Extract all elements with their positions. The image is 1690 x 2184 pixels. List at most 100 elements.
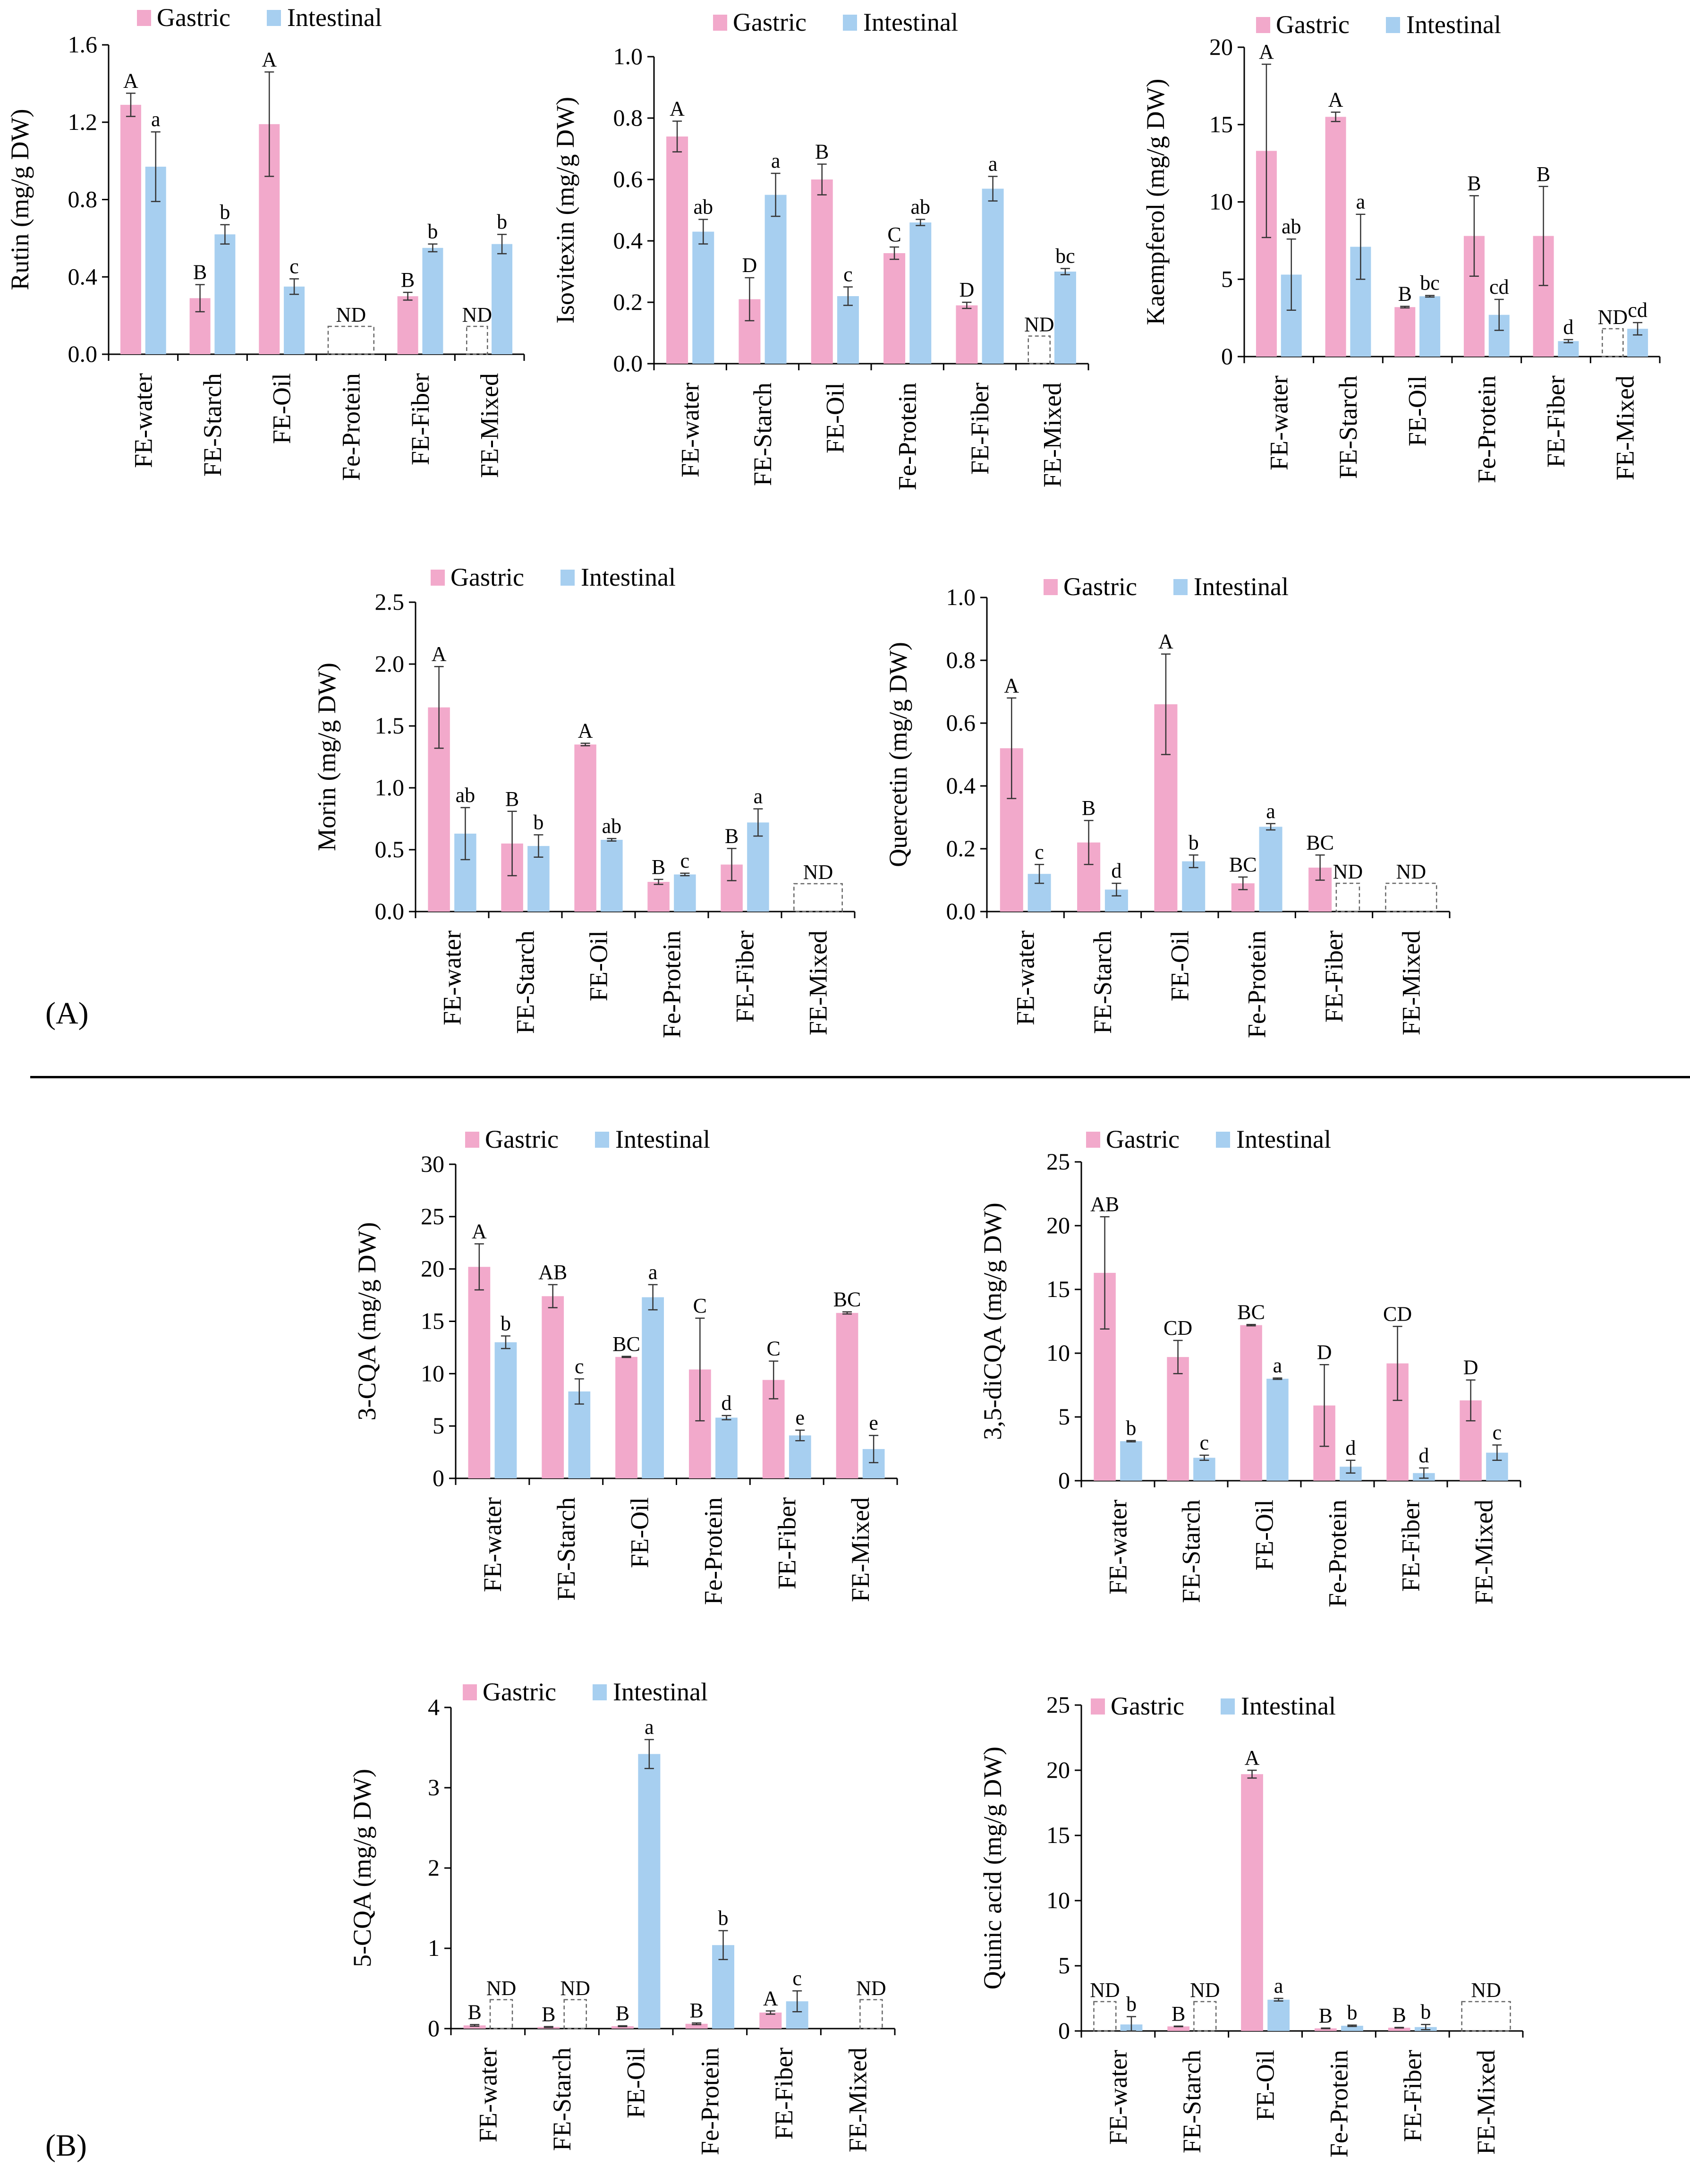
x-tick-label: FE-Oil [1250,1500,1279,1570]
bar-gastric [615,1356,637,1478]
bar-intestinal [982,188,1004,364]
bar-gastric [120,104,141,354]
bar-intestinal [1267,1999,1290,2031]
x-tick-label: Fe-Protein [658,930,686,1038]
x-tick-label: FE-Starch [198,373,227,477]
y-tick-label: 20 [1046,1757,1070,1783]
nd-label: ND [1090,1979,1120,2002]
significance-letter: d [1563,316,1573,339]
x-tick-label: FE-Fiber [773,1497,801,1589]
bar-intestinal [1182,861,1206,912]
y-tick-label: 2.5 [375,589,405,615]
bar-gastric [685,2023,708,2029]
significance-letter: A [1259,40,1274,63]
y-axis-title: 5-CQA (mg/g DW) [348,1769,376,1967]
significance-letter: B [815,140,829,163]
x-tick-label: FE-Mixed [844,2048,872,2152]
significance-letter: b [533,811,544,834]
y-tick-label: 4 [428,1694,440,1720]
x-tick-label: Fe-Protein [1243,930,1271,1038]
legend-label-gastric: Gastric [1063,572,1137,601]
chart-rutin: 0.0 0.4 0.8 1.2 1.6 Rutin (mg/g DW) FE-water FE… [6,3,525,481]
significance-letter: bc [1055,245,1075,268]
legend-swatch-intestinal [1386,17,1400,33]
y-axis-title: 3,5-diCQA (mg/g DW) [978,1203,1007,1440]
significance-letter: c [1493,1421,1502,1444]
significance-letter: A [472,1220,487,1243]
bar-intestinal [1558,341,1579,357]
bar-gastric [647,882,670,912]
legend-swatch-intestinal [595,1132,609,1148]
significance-letter: A [1004,674,1019,697]
y-tick-label: 15 [421,1308,444,1334]
nd-label: ND [1333,860,1363,883]
bar-intestinal [1259,827,1282,912]
significance-letter: c [843,263,853,286]
y-tick-label: 1.0 [613,43,643,69]
significance-letter: d [721,1391,731,1415]
y-tick-label: 0 [433,1465,444,1491]
bar-intestinal [1341,2025,1363,2031]
x-tick-label: FE-Oil [1251,2050,1280,2121]
chart-isovitexin: 0.0 0.2 0.4 0.6 0.8 1.0 Isovitexin (mg/g DW) FE… [551,8,1089,490]
significance-letter: d [1111,859,1121,882]
nd-box [859,1999,883,2030]
significance-letter: B [193,261,207,284]
bar-gastric [1388,2028,1410,2031]
bar-gastric [883,253,906,364]
significance-letter: b [1347,2001,1357,2024]
y-tick-label: 15 [1209,111,1233,137]
significance-letter: c [680,849,690,872]
x-tick-label: FE-Oil [622,2048,650,2118]
x-tick-label: FE-Starch [748,383,777,486]
nd-box [489,1999,513,2030]
y-tick-label: 15 [1046,1276,1070,1302]
significance-letter: B [1319,2004,1333,2027]
bar-intestinal [214,234,236,354]
significance-letter: CD [1383,1302,1412,1325]
significance-letter: b [220,201,230,224]
y-tick-label: 0.6 [613,166,643,192]
y-tick-label: 0.8 [68,186,98,213]
y-tick-label: 0.0 [946,898,976,924]
significance-letter: D [960,278,975,301]
x-tick-label: FE-water [676,383,705,478]
y-tick-label: 25 [1046,1691,1070,1718]
x-tick-label: FE-Fiber [1320,930,1348,1023]
x-tick-label: FE-Starch [548,2048,576,2151]
significance-letter: BC [1237,1300,1265,1323]
bar-gastric [1167,2026,1190,2031]
x-tick-label: FE-Mixed [846,1497,875,1602]
legend-swatch-gastric [1086,1132,1100,1148]
nd-label: ND [1597,306,1628,329]
significance-letter: cd [1628,299,1648,322]
significance-letter: CD [1163,1316,1192,1339]
significance-letter: b [1420,2000,1431,2023]
y-tick-label: 0 [428,2015,440,2041]
bar-gastric [1240,1325,1262,1481]
legend-swatch-gastric [1091,1698,1105,1715]
bar-gastric [542,1296,564,1478]
significance-letter: a [648,1261,658,1284]
legend-swatch-intestinal [593,1684,607,1700]
y-tick-label: 1 [428,1935,440,1961]
bar-intestinal [568,1391,591,1478]
bar-gastric [1325,117,1346,357]
nd-box [1093,2001,1117,2032]
significance-letter: BC [1229,853,1257,876]
legend-swatch-intestinal [1221,1698,1235,1715]
y-tick-label: 10 [1046,1887,1070,1913]
nd-label: ND [462,303,492,326]
significance-letter: c [1035,840,1044,863]
y-tick-label: 0.5 [375,836,405,862]
significance-letter: a [1273,1354,1282,1377]
x-tick-label: FE-Mixed [804,930,832,1035]
x-tick-label: FE-water [438,930,467,1025]
significance-letter: A [763,1987,778,2010]
y-tick-label: 0.8 [946,647,976,673]
significance-letter: b [1189,831,1199,854]
x-tick-label: FE-Starch [511,930,540,1034]
y-tick-label: 0 [1058,2017,1070,2044]
y-tick-label: 0.0 [375,898,405,924]
x-tick-label: Fe-Protein [1325,2050,1353,2158]
